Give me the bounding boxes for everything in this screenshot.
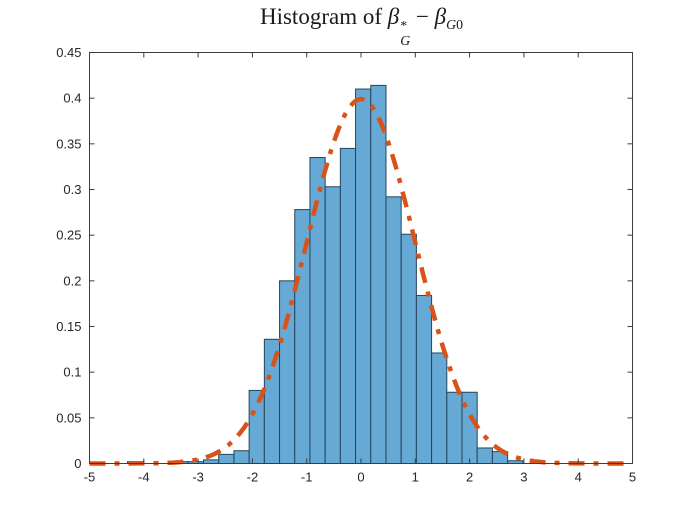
histogram-bar — [370, 84, 387, 464]
x-tick-label: 2 — [466, 470, 473, 485]
y-tick-label: 0.4 — [63, 91, 81, 106]
y-tick-label: 0.35 — [56, 136, 81, 151]
title-prefix: Histogram of — [259, 4, 388, 29]
beta2-symbol: β — [434, 4, 447, 29]
histogram-bar — [355, 88, 372, 465]
histogram-bar — [324, 186, 341, 464]
histogram-bar — [476, 447, 493, 464]
histogram-bar — [446, 391, 463, 465]
x-tick-label: 1 — [412, 470, 419, 485]
x-tick-label: -3 — [192, 470, 204, 485]
x-tick-label: 5 — [629, 470, 636, 485]
x-tick-label: -5 — [84, 470, 96, 485]
y-tick-label: 0.2 — [63, 273, 81, 288]
histogram-bar — [385, 196, 402, 464]
histogram-bar — [203, 459, 220, 465]
y-tick-label: 0.45 — [56, 45, 81, 60]
histogram-bar — [431, 352, 448, 464]
histogram-bar — [218, 453, 235, 465]
chart-title: Histogram of ˆ β * G − βG0 — [90, 0, 633, 48]
x-tick-label: -2 — [247, 470, 259, 485]
y-tick-label: 0 — [74, 456, 81, 471]
x-tick-label: -1 — [301, 470, 313, 485]
beta-supsub: * G — [400, 18, 411, 48]
minus-operator: − — [410, 4, 435, 29]
y-tick-label: 0.15 — [56, 319, 81, 334]
histogram-bar — [400, 233, 417, 464]
y-tick-label: 0.3 — [63, 182, 81, 197]
x-tick-label: 3 — [520, 470, 527, 485]
y-tick-label: 0.1 — [63, 365, 81, 380]
x-tick-label: -4 — [138, 470, 150, 485]
histogram-bar — [339, 147, 357, 464]
histogram-bar — [233, 450, 250, 465]
beta2-subscript: G0 — [446, 16, 464, 32]
y-tick-label: 0.05 — [56, 410, 81, 425]
histogram-bar — [279, 280, 296, 465]
y-tick-label: 0.25 — [56, 228, 81, 243]
x-tick-label: 0 — [357, 470, 364, 485]
histogram-bar — [415, 294, 433, 464]
x-tick-label: 4 — [575, 470, 582, 485]
hat-accent: ˆ — [392, 0, 399, 16]
normal-pdf-curve — [89, 96, 633, 466]
